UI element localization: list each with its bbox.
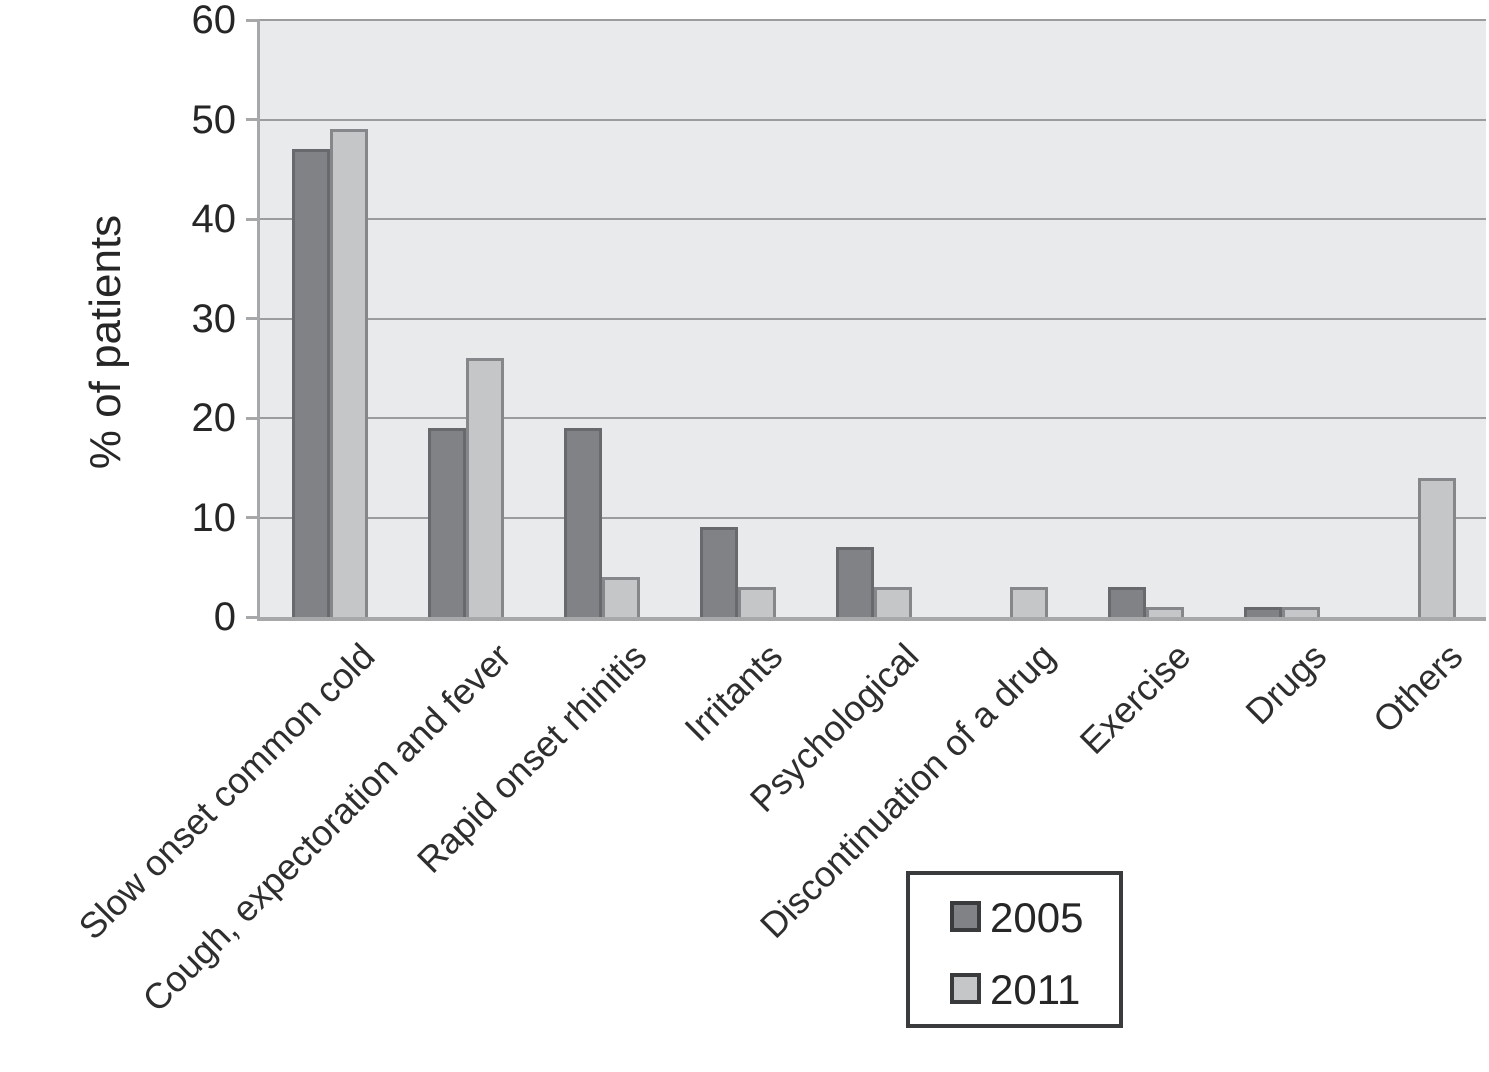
- x-label-rapid-onset-rhinitis: Rapid onset rhinitis: [408, 635, 655, 881]
- bar-2011-cough-expectoration-and-fever: [466, 358, 504, 617]
- x-label-others: Others: [1364, 635, 1471, 741]
- legend-label-2011: 2011: [990, 966, 1081, 1013]
- x-label-exercise: Exercise: [1071, 635, 1199, 762]
- y-tick-mark-10: [246, 516, 260, 519]
- y-tick-mark-0: [246, 615, 260, 619]
- legend: 2005 2011: [906, 871, 1123, 1028]
- y-tick-mark-60: [246, 18, 260, 22]
- y-tick-mark-50: [246, 118, 260, 121]
- bar-2011-psychological: [874, 587, 912, 617]
- bar-2005-rapid-onset-rhinitis: [564, 427, 602, 617]
- bar-2005-cough-expectoration-and-fever: [428, 427, 466, 617]
- x-label-drugs: Drugs: [1237, 635, 1335, 733]
- y-tick-label-40: 40: [191, 197, 237, 241]
- bar-2005-exercise: [1108, 587, 1146, 617]
- y-tick-label-50: 50: [191, 97, 237, 142]
- legend-swatch-2011: [950, 973, 981, 1004]
- bar-2005-drugs: [1244, 607, 1282, 617]
- x-label-irritants: Irritants: [676, 635, 791, 750]
- bar-2005-slow-onset-common-cold: [292, 149, 330, 617]
- bar-2011-irritants: [738, 587, 776, 617]
- bar-2011-slow-onset-common-cold: [330, 129, 368, 617]
- bar-2011-rapid-onset-rhinitis: [602, 577, 640, 617]
- y-tick-label-20: 20: [191, 396, 237, 440]
- legend-swatch-2005: [950, 901, 981, 932]
- gridline-40: [260, 218, 1486, 220]
- x-axis-line: [257, 617, 1486, 621]
- y-tick-mark-20: [246, 416, 260, 420]
- y-tick-mark-40: [246, 217, 260, 221]
- y-tick-mark-30: [246, 317, 260, 320]
- gridline-50: [260, 118, 1486, 121]
- gridline-30: [260, 317, 1486, 320]
- bar-2005-psychological: [836, 547, 874, 617]
- gridline-60: [260, 19, 1486, 21]
- gridline-20: [260, 417, 1486, 419]
- legend-label-2005: 2005: [990, 894, 1084, 941]
- y-axis-line: [257, 20, 260, 621]
- y-tick-label-10: 10: [191, 495, 237, 540]
- bar-2011-others: [1418, 477, 1456, 617]
- bar-2005-irritants: [700, 527, 738, 617]
- bar-2011-drugs: [1282, 607, 1320, 617]
- y-tick-label-60: 60: [191, 0, 237, 42]
- y-tick-label-0: 0: [213, 595, 236, 639]
- bar-2011-exercise: [1146, 607, 1184, 617]
- gridline-10: [260, 516, 1486, 519]
- bar-2011-discontinuation-of-a-drug: [1010, 587, 1048, 617]
- y-tick-label-30: 30: [191, 296, 237, 341]
